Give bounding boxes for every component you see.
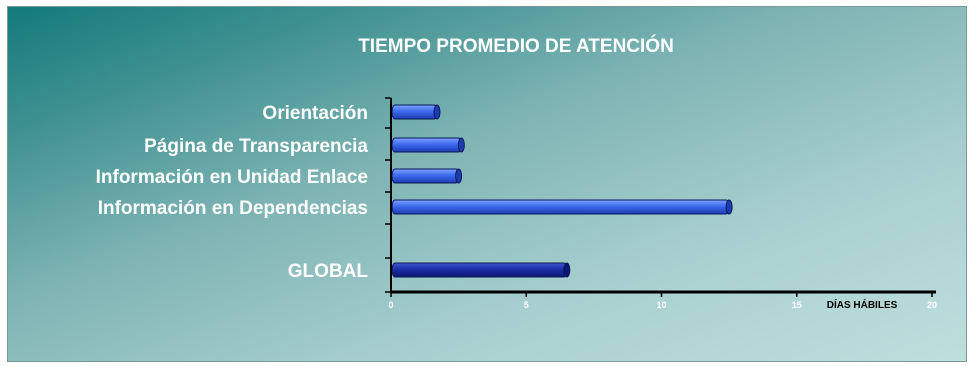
x-tick-label: 20 (927, 300, 937, 310)
x-tick-label: 0 (388, 300, 393, 310)
category-label: Información en Unidad Enlace (96, 167, 368, 188)
category-labels: Orientación Página de Transparencia Inform… (96, 103, 369, 282)
bar (391, 104, 441, 120)
x-tick-label: 10 (656, 300, 666, 310)
category-label: Orientación (262, 103, 368, 124)
category-label: Información en Dependencias (98, 198, 368, 219)
axis-layer: 0 5 10 15 20 (385, 97, 937, 310)
x-axis-label: DÍAS HÁBILES (827, 298, 898, 311)
category-label-global: GLOBAL (288, 261, 369, 282)
bar (391, 199, 733, 215)
chart-title: TIEMPO PROMEDIO DE ATENCIÓN (358, 35, 674, 57)
category-label: Página de Transparencia (144, 136, 368, 157)
x-tick-label: 15 (792, 300, 802, 310)
bars-layer (391, 104, 733, 278)
x-tick-label: 5 (524, 300, 529, 310)
bar (391, 137, 465, 153)
bar (391, 168, 463, 184)
chart-frame (7, 6, 967, 362)
bar-global (391, 262, 571, 278)
